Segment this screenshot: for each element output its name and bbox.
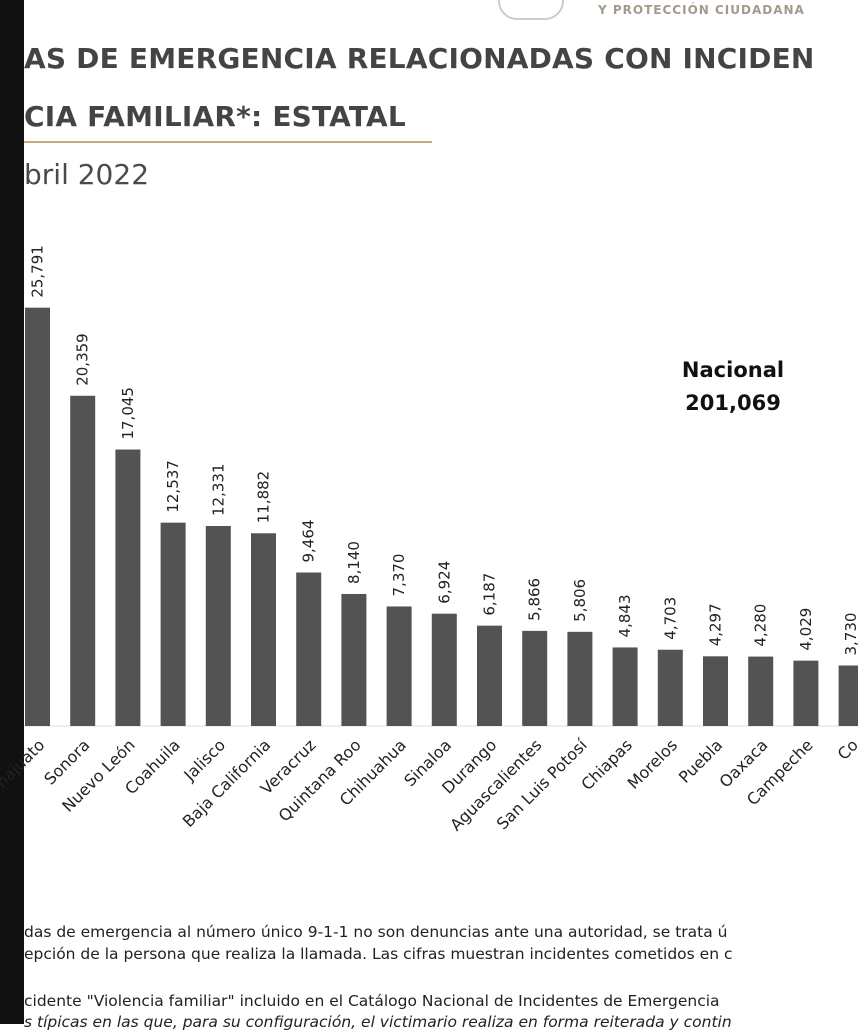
category-label: Morelos <box>624 735 681 792</box>
bar-value-label: 9,464 <box>300 520 318 563</box>
bar <box>567 631 593 726</box>
bar <box>522 630 548 726</box>
bar-value-label: 5,806 <box>571 579 589 622</box>
bar-value-label: 12,537 <box>164 460 182 513</box>
bar-value-label: 4,297 <box>707 603 725 646</box>
bar-value-label: 8,140 <box>345 541 363 584</box>
bar-value-label: 6,187 <box>481 573 499 616</box>
bar-value-label: 17,045 <box>119 387 137 440</box>
bar-value-label: 5,866 <box>526 578 544 621</box>
bar <box>341 593 367 726</box>
agency-name: Y PROTECCIÓN CIUDADANA <box>598 3 805 17</box>
bar-value-label: 12,331 <box>209 463 227 516</box>
bar <box>296 572 322 726</box>
bar-value-label: 25,791 <box>29 245 47 298</box>
bar-value-label: 11,882 <box>255 471 273 524</box>
national-total-value: 201,069 <box>685 391 781 415</box>
bar <box>251 533 276 726</box>
bar <box>748 656 774 726</box>
category-label: Chiapas <box>577 735 636 794</box>
footnote-line-1: das de emergencia al número único 9-1-1 … <box>24 923 728 941</box>
chart-title-line-2: CIA FAMILIAR*: ESTATAL <box>24 100 406 133</box>
bar <box>115 449 141 726</box>
bar <box>386 606 412 726</box>
footnote-line-3: cidente "Violencia familiar" incluido en… <box>24 992 720 1010</box>
bar-value-label: 7,370 <box>390 554 408 597</box>
bar-value-label: 6,924 <box>435 561 453 604</box>
national-total-label: Nacional <box>682 358 784 382</box>
bar <box>838 665 858 726</box>
bar <box>25 307 50 726</box>
chart-title-line-1: AS DE EMERGENCIA RELACIONADAS CON INCIDE… <box>24 42 815 75</box>
category-label: Co <box>834 735 858 763</box>
bar <box>703 656 728 726</box>
footnote-line-2: epción de la persona que realiza la llam… <box>24 945 733 963</box>
bar-value-label: 20,359 <box>74 333 92 386</box>
bar <box>657 649 683 726</box>
footnote-line-4: s típicas en las que, para su configurac… <box>24 1013 732 1031</box>
category-label: najuato <box>0 735 48 791</box>
bar-value-label: 4,280 <box>752 604 770 647</box>
title-underline <box>24 141 432 143</box>
bar <box>160 522 186 726</box>
bar-value-label: 4,029 <box>797 608 815 651</box>
bar-value-label: 3,730 <box>842 613 858 656</box>
chart-subtitle: bril 2022 <box>24 158 150 191</box>
bar <box>431 613 457 726</box>
bar-value-label: 4,703 <box>661 597 679 640</box>
bar <box>477 625 502 726</box>
bar <box>612 647 638 726</box>
bar-value-label: 4,843 <box>616 594 634 637</box>
bar <box>70 395 96 726</box>
left-edge-bar <box>0 0 24 1024</box>
bar <box>205 525 231 726</box>
bar <box>793 660 819 726</box>
